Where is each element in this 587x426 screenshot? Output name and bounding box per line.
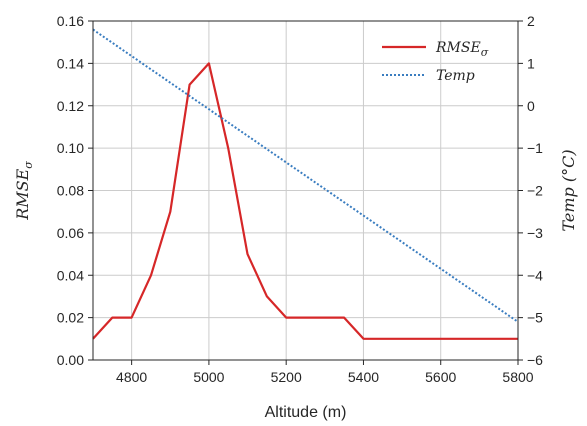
legend-label: RMSEσ	[435, 40, 489, 59]
y-right-tick-label: −6	[527, 352, 543, 368]
x-tick-label: 5800	[502, 369, 533, 385]
y-left-tick-label: 0.16	[57, 13, 84, 29]
x-tick-label: 5200	[271, 369, 302, 385]
y-left-tick-label: 0.14	[57, 55, 84, 71]
y-left-tick-label: 0.02	[57, 310, 84, 326]
y-left-axis-label: RMSEσ	[13, 161, 35, 221]
temp-series-line	[92, 28, 519, 323]
y-left-tick-label: 0.04	[57, 267, 84, 283]
x-tick-label: 5600	[425, 369, 456, 385]
y-right-tick-label: −4	[527, 267, 543, 283]
y-left-tick-label: 0.12	[57, 98, 84, 114]
x-axis-label: Altitude (m)	[265, 404, 347, 421]
x-tick-label: 5400	[348, 369, 379, 385]
y-left-tick-label: 0.10	[57, 140, 84, 156]
y-right-tick-label: −1	[527, 140, 543, 156]
x-tick-label: 5000	[193, 369, 224, 385]
y-left-tick-label: 0.06	[57, 225, 84, 241]
y-right-tick-label: −3	[527, 225, 543, 241]
rmse-series-line	[92, 62, 518, 340]
x-tick-label: 4800	[116, 369, 147, 385]
legend-label: Temp	[436, 68, 475, 84]
y-right-tick-label: 2	[527, 13, 535, 29]
y-left-tick-label: 0.08	[57, 183, 84, 199]
y-right-axis-label: Temp (°C)	[559, 149, 578, 231]
y-left-tick-label: 0.00	[57, 352, 84, 368]
y-right-tick-label: −2	[527, 183, 543, 199]
y-right-tick-label: 0	[527, 98, 535, 114]
legend: RMSEσ Temp	[382, 40, 489, 84]
y-right-tick-label: −5	[527, 310, 543, 326]
y-right-tick-label: 1	[527, 55, 535, 71]
